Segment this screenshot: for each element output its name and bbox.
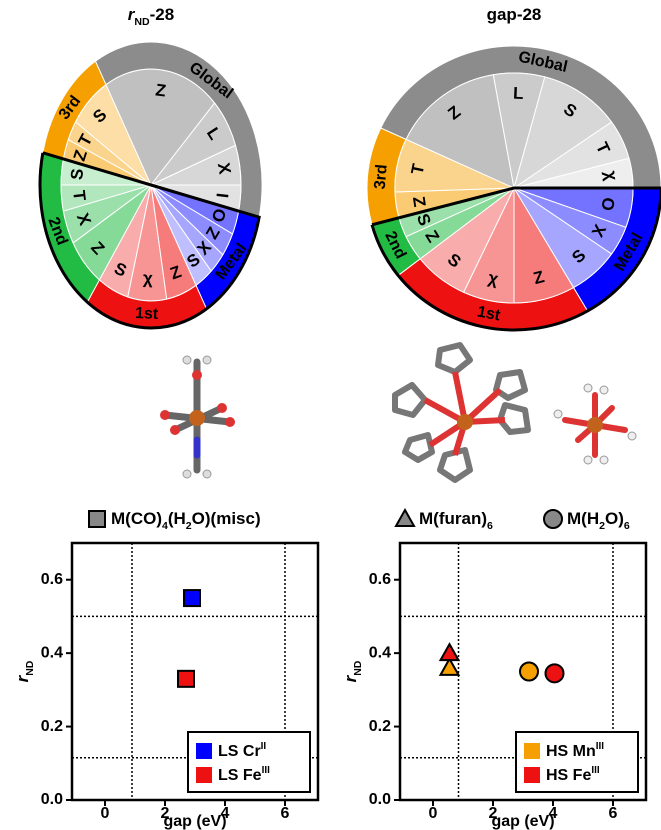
marker-triangle (396, 510, 414, 526)
x-tick-label: 0 (101, 805, 110, 822)
x-tick-label: 6 (609, 805, 618, 822)
shape-legend-label-part: M(furan) (419, 509, 487, 528)
x-tick-label: 6 (281, 805, 290, 822)
y-tick-label: 0.4 (41, 644, 63, 661)
legend-swatch (524, 767, 540, 783)
legend-label: HS MnIII (546, 741, 604, 760)
shape-legend-label-part: 6 (487, 520, 493, 532)
x-axis-label: gap (eV) (163, 813, 226, 830)
shape-legend-label-part: M(H (567, 509, 599, 528)
y-tick-label: 0.6 (369, 571, 391, 588)
y-tick-label: 0.2 (41, 718, 63, 735)
legend-label-part: II (261, 741, 267, 752)
shape-legend-label-part: O)(misc) (192, 509, 261, 528)
molecule-misc (160, 356, 235, 478)
marker-square (178, 671, 194, 687)
legend-label-part: LS Fe (218, 767, 262, 784)
y-tick-label: 0.2 (369, 718, 391, 735)
group-label: 1st (135, 305, 160, 323)
shape-legend-label-part: M(CO) (111, 509, 162, 528)
legend-label-part: HS Mn (546, 743, 596, 760)
chart-title: gap-28 (487, 5, 542, 24)
feature-label: χ (143, 269, 154, 288)
shape-legend-label-part: 6 (624, 520, 630, 532)
marker-circle (546, 664, 564, 682)
chart-title-part: gap-28 (487, 5, 542, 24)
legend-label-part: III (596, 741, 605, 752)
y-axis-label: rND (341, 660, 363, 682)
shape-legend-label: M(H2O)6 (567, 509, 630, 531)
chart-title-part: ND (134, 16, 150, 28)
legend-label-part: HS Fe (546, 767, 591, 784)
legend-label: LS CrII (218, 741, 266, 760)
y-tick-label: 0.0 (369, 791, 391, 808)
legend-swatch (196, 767, 212, 783)
marker-triangle (441, 659, 459, 675)
marker-circle (520, 663, 538, 681)
chart-title: rND-28 (128, 5, 174, 27)
chart-title-part: -28 (150, 5, 175, 24)
legend-label-part: LS Cr (218, 743, 261, 760)
y-tick-label: 0.6 (41, 571, 63, 588)
legend-label-part: III (591, 765, 600, 776)
marker-square (89, 511, 105, 527)
shape-legend-label: M(furan)6 (419, 509, 493, 531)
molecule-furan (395, 345, 528, 480)
molecule-water (554, 384, 636, 464)
group-label: 3rd (372, 164, 391, 190)
marker-triangle (441, 644, 459, 660)
marker-square (184, 590, 200, 606)
shape-legend-label-part: (H (168, 509, 186, 528)
shape-legend-label-part: O) (605, 509, 624, 528)
x-tick-label: 0 (429, 805, 438, 822)
shape-legend-label: M(CO)4(H2O)(misc) (111, 509, 261, 531)
y-tick-label: 0.4 (369, 644, 391, 661)
legend-swatch (196, 743, 212, 759)
y-axis-label: rND (13, 660, 35, 682)
x-axis-label: gap (eV) (491, 813, 554, 830)
y-axis-label-part: ND (24, 660, 36, 676)
y-axis-label-part: ND (352, 660, 364, 676)
legend-swatch (524, 743, 540, 759)
marker-circle (544, 510, 562, 528)
y-tick-label: 0.0 (41, 791, 63, 808)
figure: rND-28ZTS3rdZLXIGlobalOZXSMetalZχS1stZXT… (0, 0, 661, 830)
feature-label: L (513, 84, 524, 103)
feature-label: S (67, 167, 87, 180)
legend-label-part: III (262, 765, 271, 776)
